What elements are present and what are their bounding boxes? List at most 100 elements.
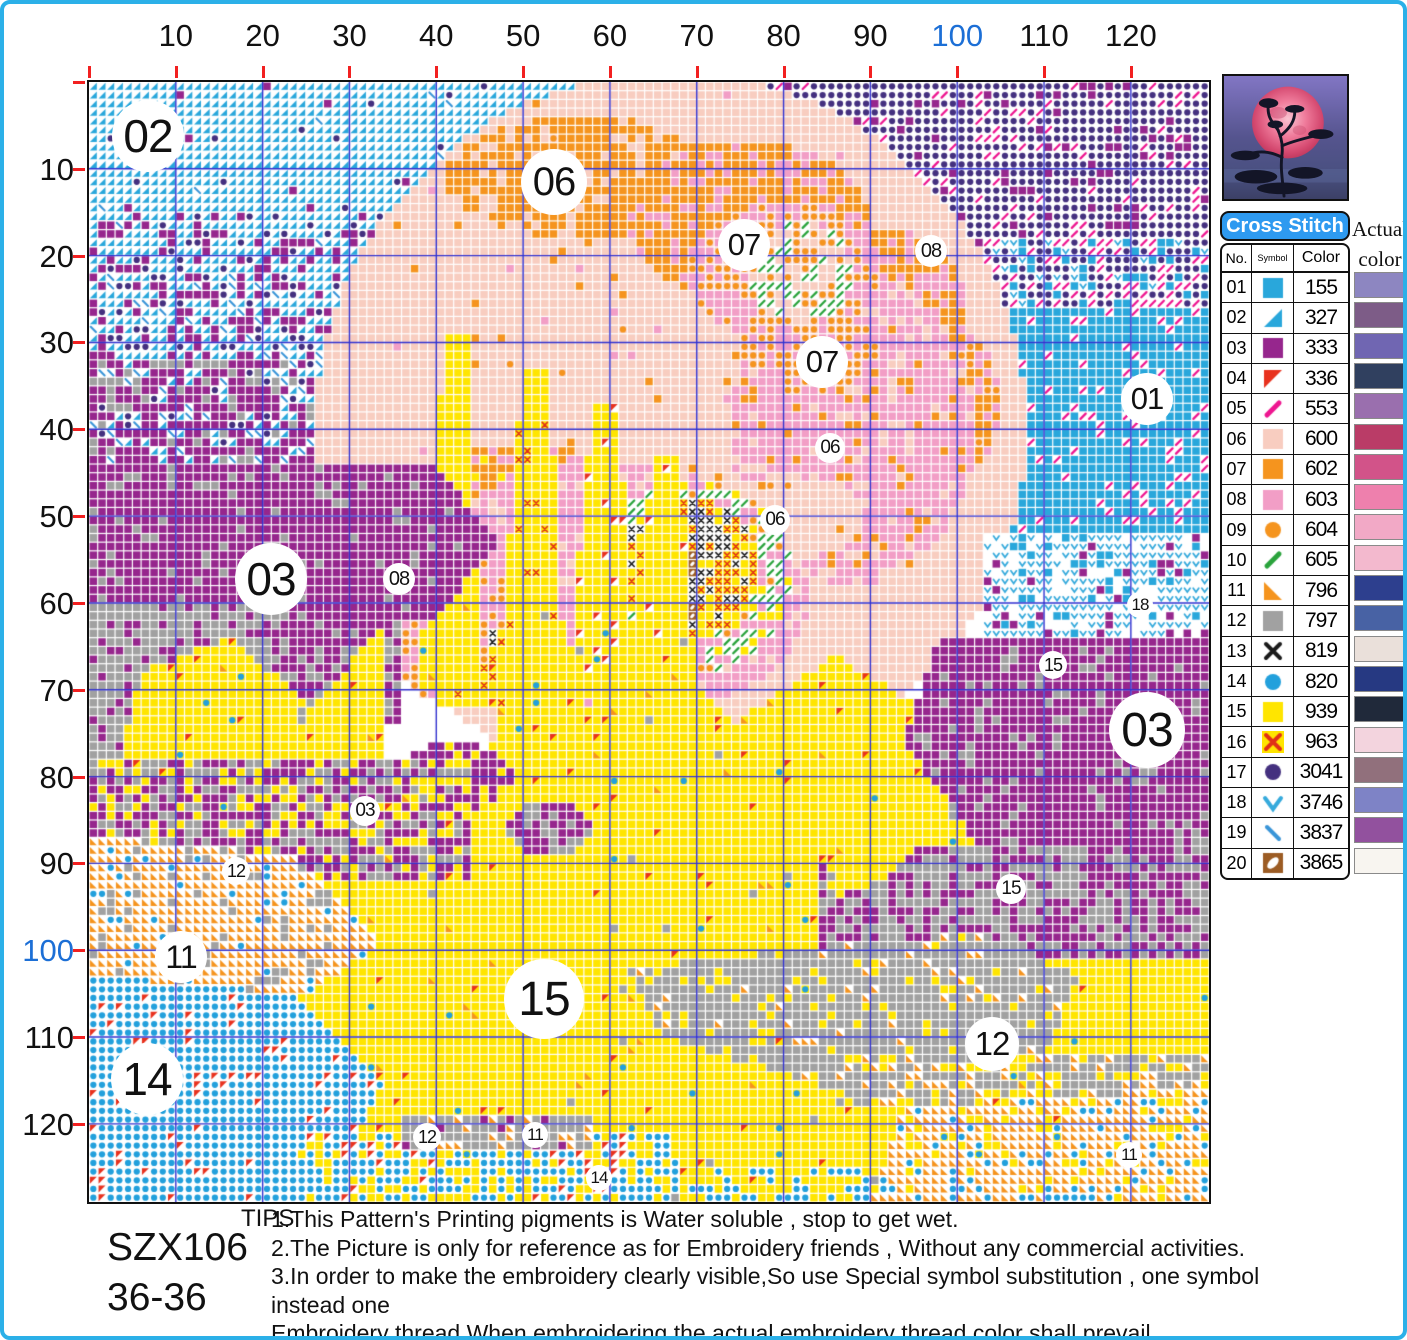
legend-row-color-number: 819 <box>1304 639 1338 663</box>
left-axis-label: 80 <box>39 759 74 795</box>
legend-row-color-number: 327 <box>1304 305 1338 329</box>
top-axis-tick <box>1043 66 1047 78</box>
left-axis-tick <box>73 341 85 345</box>
actual-color-swatch <box>1354 665 1403 692</box>
legend-row-no: 17 <box>1222 757 1252 788</box>
tips-text: 1.This Pattern's Printing pigments is Wa… <box>271 1205 1271 1336</box>
top-axis-tick <box>869 66 873 78</box>
top-axis-tick <box>522 66 526 78</box>
dot-symbol-icon <box>1261 761 1284 784</box>
left-axis-label: 90 <box>39 846 74 882</box>
legend-row-symbol <box>1252 757 1294 788</box>
legend-row-no: 11 <box>1222 575 1252 606</box>
region-label: 07 <box>796 336 848 388</box>
dot-symbol-icon <box>1261 519 1284 542</box>
legend-row: 07 602 <box>1222 453 1348 485</box>
left-axis-tick <box>73 167 85 171</box>
top-axis-tick <box>956 66 960 78</box>
legend-row: 11 796 <box>1222 574 1348 606</box>
legend-row-no: 12 <box>1222 606 1252 636</box>
region-label: 11 <box>522 1122 548 1148</box>
legend-row: 10 605 <box>1222 544 1348 575</box>
left-axis-tick <box>73 81 85 84</box>
legend-row-color-number: 336 <box>1304 366 1338 390</box>
legend-row: 02 327 <box>1222 302 1348 333</box>
top-axis-label: 60 <box>592 18 628 53</box>
legend-row-color-number: 3041 <box>1299 760 1344 784</box>
actual-color-swatch <box>1354 423 1403 450</box>
region-label: 12 <box>222 857 250 885</box>
actual-color-swatch <box>1354 484 1403 511</box>
legend-row-symbol <box>1252 727 1294 757</box>
legend-row-no: 13 <box>1222 636 1252 666</box>
top-axis-tick <box>782 66 786 78</box>
legend-row-color-number: 963 <box>1304 730 1338 754</box>
pattern-grid: 02 06 07 08 07 01 06 06 08 03 18 15 03 03 12 11 15 15 12 14… <box>87 80 1211 1204</box>
top-axis-tick <box>261 66 265 78</box>
legend-col-color: Color <box>1301 249 1341 266</box>
left-axis-label: 20 <box>39 238 74 274</box>
pattern-size: 36-36 <box>107 1276 207 1319</box>
top-axis-label: 90 <box>853 18 888 53</box>
legend-row-color-number: 600 <box>1304 427 1338 451</box>
pattern-canvas <box>87 80 1211 1204</box>
tri-tl-symbol-icon <box>1261 367 1284 390</box>
legend-row-no: 02 <box>1222 303 1252 333</box>
left-axis-label: 100 <box>22 933 74 969</box>
top-axis-tick <box>348 66 352 78</box>
actual-color-swatch <box>1354 605 1403 632</box>
actual-color-swatch <box>1354 362 1403 389</box>
legend-title: Cross Stitch <box>1220 211 1350 241</box>
legend-header-row: No. Symbol Color <box>1222 245 1348 272</box>
legend-row-color-number: 939 <box>1304 699 1338 723</box>
actual-color-swatch <box>1354 393 1403 420</box>
legend-table: No. Symbol Color 01 155 02 327 03 333 04 336 05 5… <box>1220 243 1350 880</box>
region-label: 06 <box>521 149 587 215</box>
actual-color-swatch <box>1354 817 1403 844</box>
legend-row-no: 01 <box>1222 273 1252 303</box>
pattern-code: SZX106 <box>107 1226 248 1269</box>
actual-color-label: Actual color <box>1352 217 1407 272</box>
actual-color-swatch <box>1354 726 1403 753</box>
top-axis-label: 50 <box>505 18 541 53</box>
legend-row-color-number: 605 <box>1304 548 1338 572</box>
legend-row-no: 15 <box>1222 697 1252 727</box>
legend-row: 17 3041 <box>1222 756 1348 788</box>
top-axis-label: 30 <box>332 18 367 53</box>
legend-row-symbol <box>1252 303 1294 333</box>
left-axis-tick <box>73 1036 85 1040</box>
legend-row-symbol <box>1252 636 1294 666</box>
square-symbol-icon <box>1261 458 1284 481</box>
actual-color-swatch <box>1354 847 1403 874</box>
square-symbol-icon <box>1261 428 1284 451</box>
left-axis-tick <box>73 515 85 519</box>
legend-row-color-number: 602 <box>1304 457 1338 481</box>
slash-symbol-icon <box>1261 397 1284 420</box>
top-axis-label: 110 <box>1019 18 1069 53</box>
dot-symbol-icon <box>1261 670 1284 693</box>
actual-color-swatch <box>1354 575 1403 601</box>
top-axis-label: 10 <box>158 18 194 53</box>
region-label: 08 <box>383 563 415 595</box>
left-axis-label: 60 <box>39 585 74 621</box>
region-label: 02 <box>112 100 184 172</box>
legend-row-no: 05 <box>1222 394 1252 424</box>
legend-row-symbol <box>1252 485 1294 515</box>
legend-row: 19 3837 <box>1222 817 1348 848</box>
square-symbol-icon <box>1261 488 1284 511</box>
legend-row-no: 20 <box>1222 848 1252 878</box>
top-axis-label: 80 <box>766 18 801 53</box>
actual-color-swatch <box>1354 787 1403 814</box>
legend-row-color-number: 3837 <box>1299 820 1344 844</box>
region-label: 06 <box>815 433 845 463</box>
region-label: 18 <box>1127 592 1153 618</box>
legend-row-symbol <box>1252 424 1294 454</box>
top-axis-label: 120 <box>1104 18 1157 53</box>
legend-row-color-number: 333 <box>1304 336 1338 360</box>
square-symbol-icon <box>1261 700 1284 723</box>
legend-row-symbol <box>1252 848 1294 878</box>
x-symbol-icon <box>1261 731 1284 754</box>
legend-row: 04 336 <box>1222 362 1348 394</box>
top-axis-label: 100 <box>931 18 984 53</box>
legend-row-color-number: 3746 <box>1299 790 1344 814</box>
